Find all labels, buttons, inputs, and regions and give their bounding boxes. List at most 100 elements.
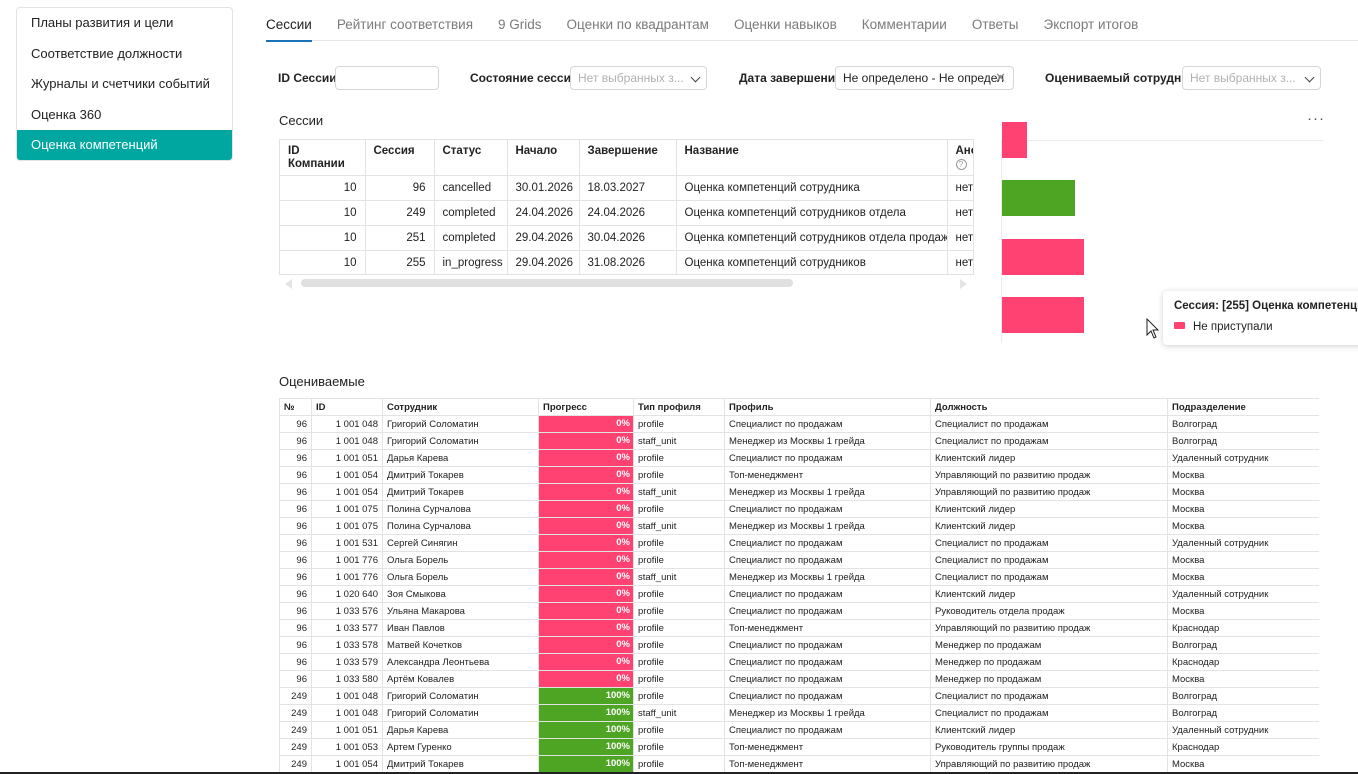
evaluated-cell: Полина Сурчалова	[382, 517, 539, 535]
evaluated-cell: 1 033 577	[311, 619, 383, 637]
evaluated-row[interactable]: 249 1 001 048 Григорий Соломатин 100% staff_…	[279, 704, 1319, 722]
col-employee[interactable]: Сотрудник	[382, 398, 539, 416]
evaluated-row[interactable]: 96 1 001 048 Григорий Соломатин 0% profile Сп…	[279, 415, 1319, 433]
more-options-icon[interactable]: ···	[1307, 110, 1325, 127]
col-session[interactable]: Сессия	[365, 140, 435, 176]
evaluated-row[interactable]: 96 1 001 531 Сергей Синягин 0% profile Специа…	[279, 534, 1319, 552]
evaluated-cell: Управляющий по развитию продаж	[930, 483, 1168, 501]
evaluated-row[interactable]: 96 1 001 051 Дарья Карева 0% profile Специали…	[279, 449, 1319, 467]
col-position[interactable]: Должность	[930, 398, 1168, 416]
chart-bar-251[interactable]	[1002, 239, 1084, 275]
evaluated-row[interactable]: 96 1 001 075 Полина Сурчалова 0% staff_unit М…	[279, 517, 1319, 535]
evaluated-row[interactable]: 96 1 001 048 Григорий Соломатин 0% staff_uni…	[279, 432, 1319, 450]
sidebar-item-position-fit[interactable]: Соответствие должности	[31, 45, 183, 61]
progress-cell: 0%	[538, 483, 634, 501]
end-date-label: Дата завершения	[739, 71, 843, 85]
session-cell: 31.08.2026	[579, 250, 677, 274]
tab-fit-rating[interactable]: Рейтинг соответствия	[336, 17, 474, 32]
evaluated-cell: 249	[279, 721, 312, 739]
evaluated-cell: 1 001 054	[311, 483, 383, 501]
evaluated-cell: Краснодар	[1167, 653, 1319, 671]
evaluated-cell: 96	[279, 551, 312, 569]
evaluated-row[interactable]: 249 1 001 051 Дарья Карева 100% profile Специ…	[279, 721, 1319, 739]
evaluated-row[interactable]: 249 1 001 048 Григорий Соломатин 100% profil…	[279, 687, 1319, 705]
col-number[interactable]: №	[279, 398, 312, 416]
evaluated-row[interactable]: 96 1 001 776 Ольга Борель 0% profile Специали…	[279, 551, 1319, 569]
col-department[interactable]: Подразделение	[1167, 398, 1319, 416]
employee-select[interactable]: Нет выбранных з...	[1182, 66, 1321, 90]
scrollbar-thumb[interactable]	[301, 279, 793, 287]
evaluated-row[interactable]: 96 1 033 577 Иван Павлов 0% profile Топ-менед…	[279, 619, 1319, 637]
evaluated-row[interactable]: 249 1 001 053 Артем Гуренко 100% profile Топ-…	[279, 738, 1319, 756]
chart-bar-255[interactable]	[1002, 297, 1084, 333]
scroll-right-arrow-icon[interactable]	[960, 279, 967, 289]
tab-bar: Сессии Рейтинг соответствия 9 Grids Оцен…	[266, 0, 1358, 42]
sidebar-item-360-review[interactable]: Оценка 360	[31, 106, 102, 122]
scroll-left-arrow-icon[interactable]	[285, 279, 292, 289]
evaluated-cell: 1 033 576	[311, 602, 383, 620]
evaluated-row[interactable]: 96 1 033 580 Артём Ковалев 0% profile Специал…	[279, 670, 1319, 688]
sidebar-item-development-plans[interactable]: Планы развития и цели	[31, 15, 174, 30]
col-progress[interactable]: Прогресс	[538, 398, 634, 416]
col-id[interactable]: ID	[311, 398, 383, 416]
evaluated-cell: Специалист по продажам	[724, 670, 931, 688]
evaluated-row[interactable]: 96 1 001 776 Ольга Борель 0% staff_unit Менед…	[279, 568, 1319, 586]
horizontal-scrollbar[interactable]	[283, 277, 969, 289]
evaluated-row[interactable]: 96 1 020 640 Зоя Смыкова 0% profile Специалис…	[279, 585, 1319, 603]
session-cell: cancelled	[434, 175, 508, 201]
evaluated-cell: 96	[279, 619, 312, 637]
session-id-input[interactable]	[335, 66, 439, 90]
col-start[interactable]: Начало	[507, 140, 580, 176]
evaluated-cell: Топ-менеджмент	[724, 619, 931, 637]
col-anonymous-label: Анонимно	[955, 145, 974, 157]
col-status[interactable]: Статус	[434, 140, 508, 176]
employee-label: Оцениваемый сотрудник	[1045, 71, 1195, 85]
evaluated-cell: Дмитрий Токарев	[382, 755, 539, 773]
chart-gridline	[1001, 140, 1324, 141]
evaluated-row[interactable]: 96 1 033 579 Александра Леонтьева 0% profile…	[279, 653, 1319, 671]
col-profile-type[interactable]: Тип профиля	[633, 398, 725, 416]
evaluated-row[interactable]: 96 1 033 576 Ульяна Макарова 0% profile Специ…	[279, 602, 1319, 620]
chart-bar-249[interactable]	[1002, 180, 1075, 216]
sidebar-item-event-logs[interactable]: Журналы и счетчики событий	[31, 76, 210, 92]
evaluated-cell: Управляющий по развитию продаж	[930, 619, 1168, 637]
session-row[interactable]: 10 96 cancelled 30.01.2026 18.03.2027 Оценка …	[280, 175, 973, 201]
evaluated-cell: Удаленный сотрудник	[1167, 721, 1319, 739]
col-end[interactable]: Завершение	[579, 140, 677, 176]
evaluated-row[interactable]: 96 1 001 054 Дмитрий Токарев 0% staff_unit Ме…	[279, 483, 1319, 501]
col-anonymous[interactable]: Анонимно?	[947, 140, 974, 176]
session-row[interactable]: 10 255 in_progress 29.04.2026 31.08.2026 Оцен…	[280, 250, 973, 274]
tab-skill-scores[interactable]: Оценки навыков	[733, 17, 837, 32]
evaluated-row[interactable]: 249 1 001 054 Дмитрий Токарев 100% profile То…	[279, 755, 1319, 773]
end-date-value: Не определено - Не определ	[843, 71, 1005, 85]
help-icon[interactable]: ?	[955, 159, 967, 170]
chart-bar-96[interactable]	[1002, 122, 1027, 158]
tab-quadrant-scores[interactable]: Оценки по квадрантам	[566, 17, 709, 32]
clear-icon[interactable]: ✕	[995, 70, 1006, 85]
col-name[interactable]: Название	[676, 140, 948, 176]
tab-answers[interactable]: Ответы	[971, 17, 1019, 32]
tab-sessions[interactable]: Сессии	[266, 0, 312, 42]
evaluated-row[interactable]: 96 1 001 075 Полина Сурчалова 0% profile Спец…	[279, 500, 1319, 518]
col-company-id[interactable]: ID Компании	[280, 140, 366, 176]
evaluated-row[interactable]: 96 1 033 578 Матвей Кочетков 0% profile Специ…	[279, 636, 1319, 654]
sidebar-item-competency-assessment[interactable]: Оценка компетенций	[17, 130, 232, 160]
session-state-select[interactable]: Нет выбранных з...	[570, 66, 707, 90]
session-row[interactable]: 10 251 completed 29.04.2026 30.04.2026 Оценка…	[280, 225, 973, 251]
tab-9-grids[interactable]: 9 Grids	[498, 17, 542, 32]
session-row[interactable]: 10 249 completed 24.04.2026 24.04.2026 Оценка…	[280, 200, 973, 226]
evaluated-cell: Удаленный сотрудник	[1167, 449, 1319, 467]
tab-comments[interactable]: Комментарии	[861, 17, 947, 32]
evaluated-cell: profile	[633, 755, 725, 773]
evaluated-cell: Дарья Карева	[382, 721, 539, 739]
progress-bar: 100%	[539, 688, 633, 704]
evaluated-row[interactable]: 96 1 001 054 Дмитрий Токарев 0% profile Топ-м…	[279, 466, 1319, 484]
evaluated-cell: Ольга Борель	[382, 551, 539, 569]
progress-bar: 0%	[539, 484, 633, 500]
evaluated-cell: 96	[279, 500, 312, 518]
col-profile[interactable]: Профиль	[724, 398, 931, 416]
session-cell: нет	[947, 250, 973, 274]
tab-export-results[interactable]: Экспорт итогов	[1043, 17, 1139, 32]
chart-tooltip: Сессия: [255] Оценка компетенций с Не пр…	[1163, 291, 1358, 345]
end-date-picker[interactable]: Не определено - Не определ ✕	[835, 66, 1014, 90]
